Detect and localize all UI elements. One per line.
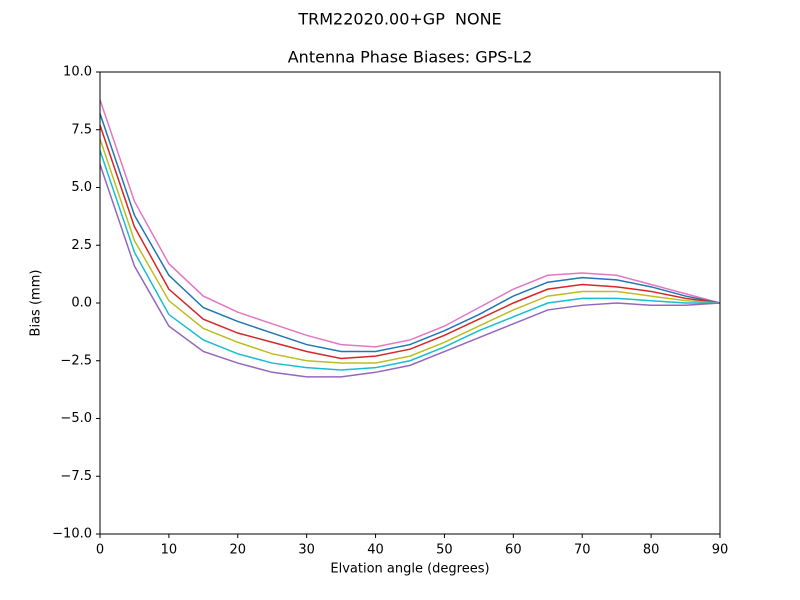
y-tick-label: −7.5 <box>60 469 92 484</box>
y-tick-label: −10.0 <box>52 527 92 542</box>
y-tick-label: 0.0 <box>71 296 92 311</box>
y-tick-label: −5.0 <box>60 411 92 426</box>
y-tick-label: 10.0 <box>63 65 92 80</box>
y-tick-label: 5.0 <box>71 180 92 195</box>
x-tick-label: 80 <box>643 543 660 558</box>
y-axis-label: Bias (mm) <box>29 270 44 337</box>
x-tick-label: 20 <box>230 543 247 558</box>
series-line <box>99 124 721 360</box>
suptitle: TRM22020.00+GP NONE <box>297 10 501 29</box>
x-tick-label: 60 <box>505 543 522 558</box>
series-line <box>99 99 721 348</box>
x-tick-label: 0 <box>96 543 104 558</box>
x-tick-label: 90 <box>712 543 729 558</box>
y-tick-label: 7.5 <box>71 122 92 137</box>
x-tick-label: 10 <box>161 543 178 558</box>
x-tick-label: 40 <box>367 543 384 558</box>
y-tick-label: −2.5 <box>60 353 92 368</box>
chart-title: Antenna Phase Biases: GPS-L2 <box>288 48 533 67</box>
series-line <box>99 113 721 353</box>
y-tick-label: 2.5 <box>71 238 92 253</box>
x-tick-label: 50 <box>436 543 453 558</box>
x-tick-label: 70 <box>574 543 591 558</box>
plot-frame <box>99 71 721 535</box>
x-tick-label: 30 <box>298 543 315 558</box>
series-line <box>99 164 721 378</box>
x-axis-label: Elvation angle (degrees) <box>330 562 489 577</box>
series-line <box>99 150 720 371</box>
series-line <box>99 138 721 364</box>
